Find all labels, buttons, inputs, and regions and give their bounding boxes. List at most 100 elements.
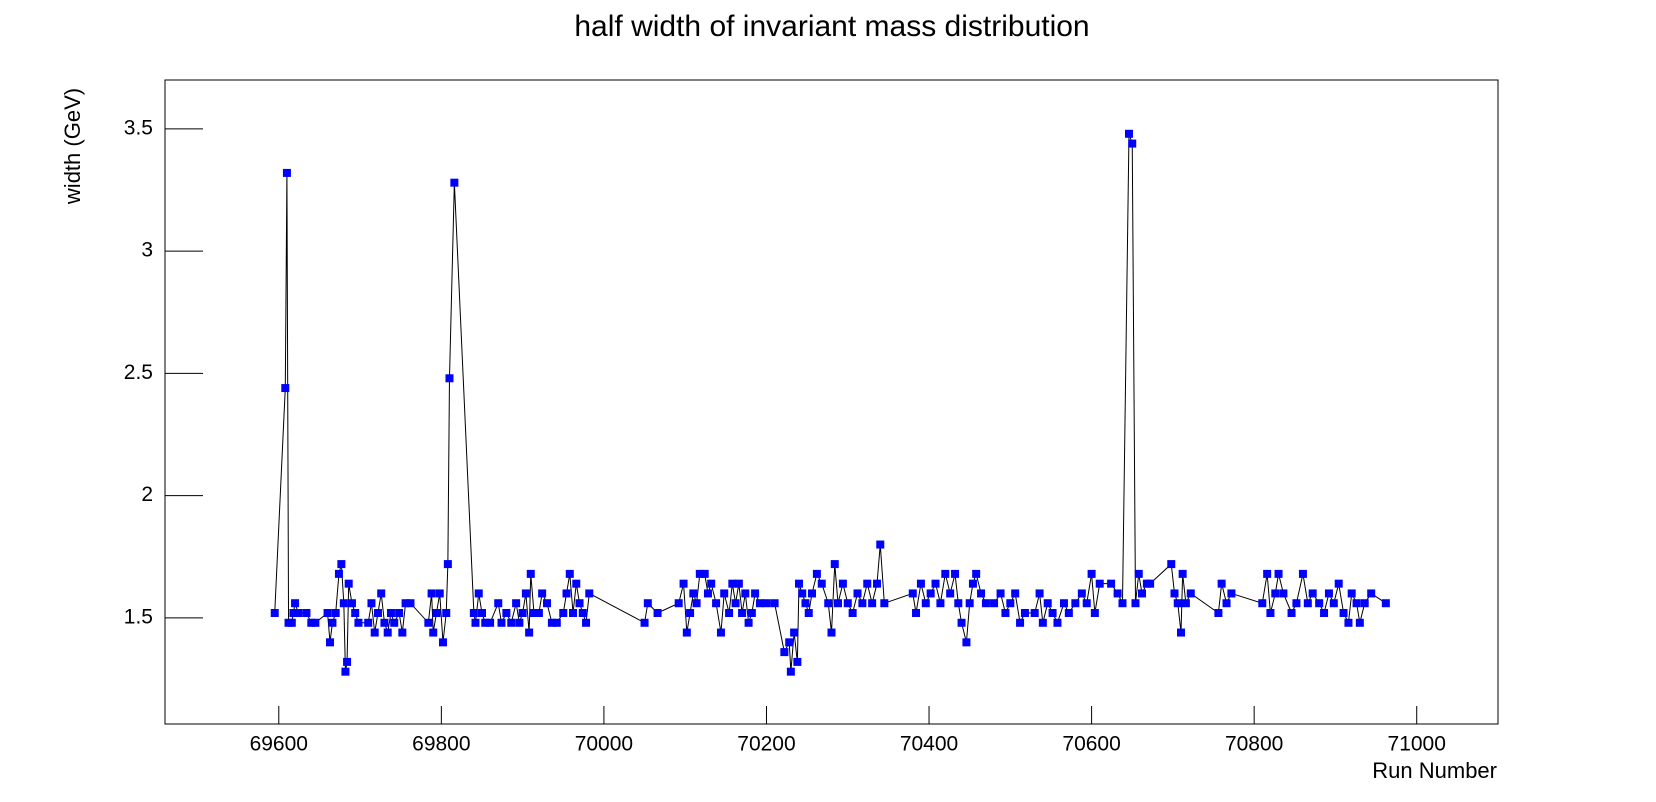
- data-point: [1087, 569, 1096, 578]
- data-point: [427, 589, 436, 598]
- data-point: [507, 618, 516, 627]
- data-point: [328, 618, 337, 627]
- data-point: [1131, 599, 1140, 608]
- data-point: [432, 608, 441, 617]
- y-axis-title: width (GeV): [60, 88, 85, 205]
- data-point: [716, 628, 725, 637]
- data-point: [1217, 579, 1226, 588]
- data-point: [343, 657, 352, 666]
- data-point: [1324, 589, 1333, 598]
- y-tick-label: 1.5: [124, 605, 153, 628]
- data-point: [1381, 599, 1390, 608]
- data-point: [868, 599, 877, 608]
- plot-frame: [164, 79, 1499, 725]
- data-point: [790, 628, 799, 637]
- data-point: [926, 589, 935, 598]
- data-point: [565, 569, 574, 578]
- data-point: [486, 618, 495, 627]
- data-point: [302, 608, 311, 617]
- data-point: [712, 599, 721, 608]
- data-point: [1329, 599, 1338, 608]
- data-point: [395, 608, 404, 617]
- y-tick-label: 3.5: [124, 116, 153, 139]
- data-point: [1181, 599, 1190, 608]
- data-point: [569, 608, 578, 617]
- data-point: [543, 599, 552, 608]
- x-tick-label: 70800: [1225, 733, 1283, 756]
- data-point: [1292, 599, 1301, 608]
- data-point: [762, 599, 771, 608]
- data-point: [307, 618, 316, 627]
- data-point: [575, 599, 584, 608]
- data-point: [1134, 569, 1143, 578]
- data-point: [700, 569, 709, 578]
- data-point: [931, 579, 940, 588]
- data-point: [1352, 599, 1361, 608]
- data-point: [793, 657, 802, 666]
- data-point: [547, 618, 556, 627]
- data-point: [325, 638, 334, 647]
- data-point: [863, 579, 872, 588]
- data-point: [282, 168, 291, 177]
- data-point: [653, 608, 662, 617]
- data-point: [848, 608, 857, 617]
- data-point: [552, 618, 561, 627]
- data-point: [1214, 608, 1223, 617]
- data-point: [1287, 608, 1296, 617]
- data-point: [380, 618, 389, 627]
- data-point: [1124, 129, 1133, 138]
- data-point: [445, 374, 454, 383]
- data-point: [853, 589, 862, 598]
- y-tick-label: 2: [141, 483, 153, 506]
- data-point: [429, 628, 438, 637]
- data-point: [525, 628, 534, 637]
- data-point: [770, 599, 779, 608]
- data-point: [738, 608, 747, 617]
- data-point: [1001, 608, 1010, 617]
- data-point: [1360, 599, 1369, 608]
- data-point: [354, 618, 363, 627]
- data-point: [311, 618, 320, 627]
- data-point: [707, 579, 716, 588]
- data-point: [1334, 579, 1343, 588]
- y-tick-label: 3: [141, 239, 153, 262]
- data-point: [477, 608, 486, 617]
- data-point: [741, 589, 750, 598]
- data-point: [751, 589, 760, 598]
- data-point: [1222, 599, 1231, 608]
- data-point: [344, 579, 353, 588]
- data-point: [1020, 608, 1029, 617]
- data-point: [1173, 599, 1182, 608]
- data-point: [695, 569, 704, 578]
- data-point: [1266, 608, 1275, 617]
- data-point: [858, 599, 867, 608]
- data-point: [1118, 599, 1127, 608]
- data-point: [1315, 599, 1324, 608]
- data-point: [921, 599, 930, 608]
- data-point: [830, 560, 839, 569]
- data-point: [1006, 599, 1015, 608]
- data-point: [728, 579, 737, 588]
- data-point: [1128, 139, 1137, 148]
- x-tick-label: 70000: [575, 733, 633, 756]
- data-point: [469, 608, 478, 617]
- data-point: [725, 608, 734, 617]
- data-point: [351, 608, 360, 617]
- data-point: [1082, 599, 1091, 608]
- data-point: [1177, 628, 1186, 637]
- data-point: [390, 618, 399, 627]
- data-point: [936, 599, 945, 608]
- data-point: [873, 579, 882, 588]
- data-point: [572, 579, 581, 588]
- data-point: [755, 599, 764, 608]
- data-point: [1107, 579, 1116, 588]
- data-point: [838, 579, 847, 588]
- data-point: [1043, 599, 1052, 608]
- data-point: [734, 579, 743, 588]
- x-tick-label: 69600: [250, 733, 308, 756]
- x-axis-title: Run Number: [1372, 758, 1497, 783]
- data-point: [996, 589, 1005, 598]
- data-point: [916, 579, 925, 588]
- chart-title: half width of invariant mass distributio…: [574, 10, 1089, 43]
- data-point: [364, 618, 373, 627]
